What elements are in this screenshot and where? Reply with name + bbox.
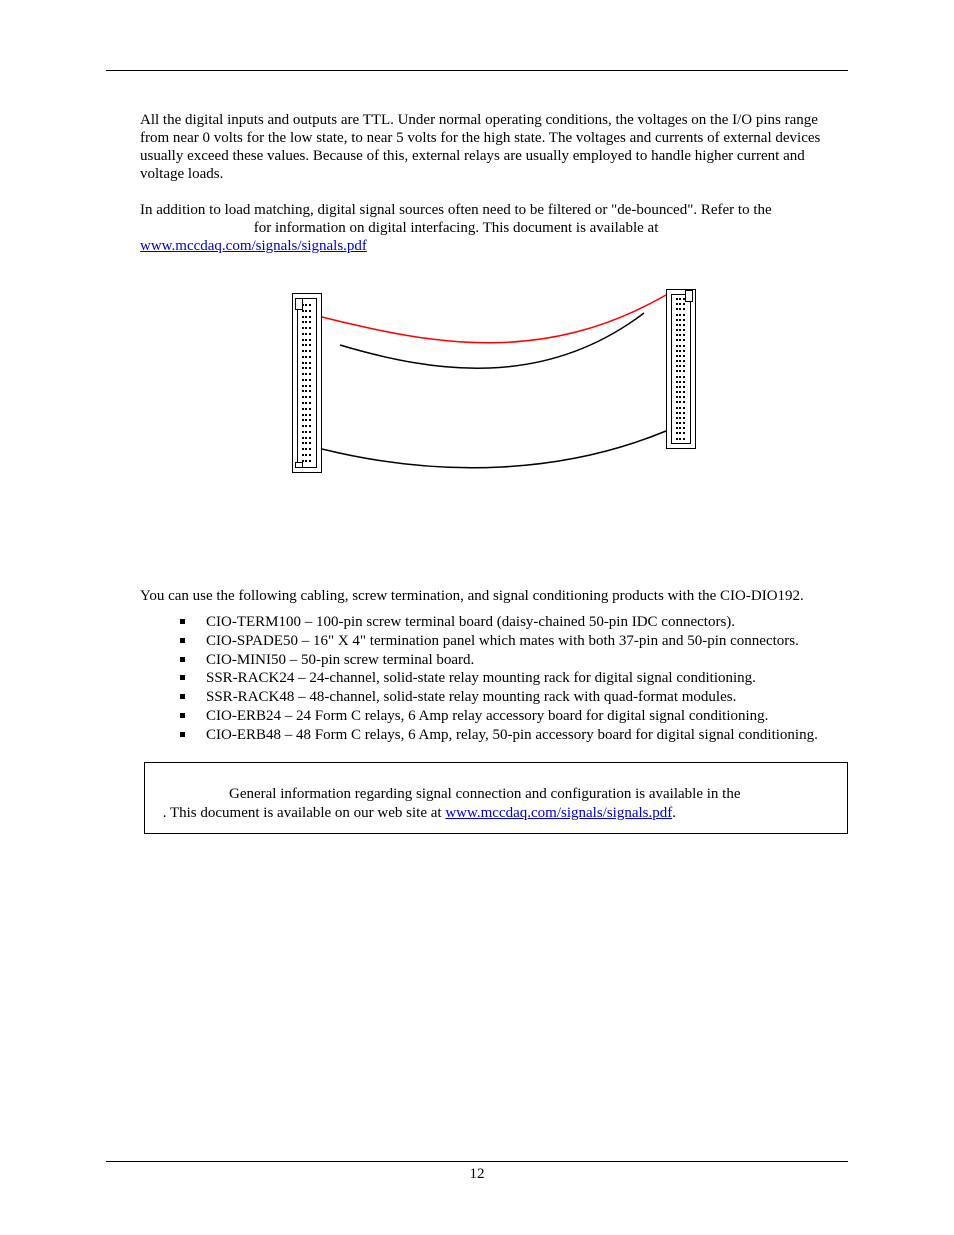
pin-strip-icon: [302, 304, 311, 464]
page: All the digital inputs and outputs are T…: [0, 0, 954, 1235]
page-number: 12: [106, 1166, 848, 1183]
text: .: [672, 805, 676, 821]
text: In addition to load matching, digital si…: [140, 202, 772, 218]
top-wire-path: [340, 313, 644, 368]
body: All the digital inputs and outputs are T…: [140, 111, 848, 834]
paragraph-ttl: All the digital inputs and outputs are T…: [140, 111, 848, 183]
connector-right: [666, 289, 696, 449]
text: for information on digital interfacing. …: [254, 220, 659, 236]
info-box: General information regarding signal con…: [144, 762, 848, 834]
cable-svg: [284, 283, 704, 473]
vspace: [140, 499, 848, 587]
footer: 12: [106, 1161, 848, 1183]
connector-left: [292, 293, 322, 473]
red-wire-path: [322, 295, 666, 343]
text: General information regarding signal con…: [229, 786, 741, 802]
signals-link[interactable]: www.mccdaq.com/signals/signals.pdf: [140, 238, 367, 254]
bottom-wire-path: [322, 431, 666, 468]
list-item: CIO-TERM100 – 100-pin screw terminal boa…: [174, 613, 848, 632]
list-item: CIO-MINI50 – 50-pin screw terminal board…: [174, 651, 848, 670]
paragraph-debounce: In addition to load matching, digital si…: [140, 201, 848, 255]
list-item: CIO-SPADE50 – 16" X 4" termination panel…: [174, 632, 848, 651]
list-item: CIO-ERB48 – 48 Form C relays, 6 Amp, rel…: [174, 726, 848, 745]
cable-diagram: [284, 283, 704, 473]
list-item: SSR-RACK24 – 24-channel, solid-state rel…: [174, 669, 848, 688]
top-rule: [106, 70, 848, 71]
products-intro: You can use the following cabling, screw…: [140, 587, 848, 605]
bottom-rule: [106, 1161, 848, 1162]
list-item: CIO-ERB24 – 24 Form C relays, 6 Amp rela…: [174, 707, 848, 726]
list-item: SSR-RACK48 – 48-channel, solid-state rel…: [174, 688, 848, 707]
mount-tab-icon: [685, 290, 693, 302]
pin-strip-icon: [676, 298, 685, 442]
text: . This document is available on our web …: [163, 805, 446, 821]
product-list: CIO-TERM100 – 100-pin screw terminal boa…: [140, 613, 848, 744]
signals-link-2[interactable]: www.mccdaq.com/signals/signals.pdf: [445, 805, 672, 821]
